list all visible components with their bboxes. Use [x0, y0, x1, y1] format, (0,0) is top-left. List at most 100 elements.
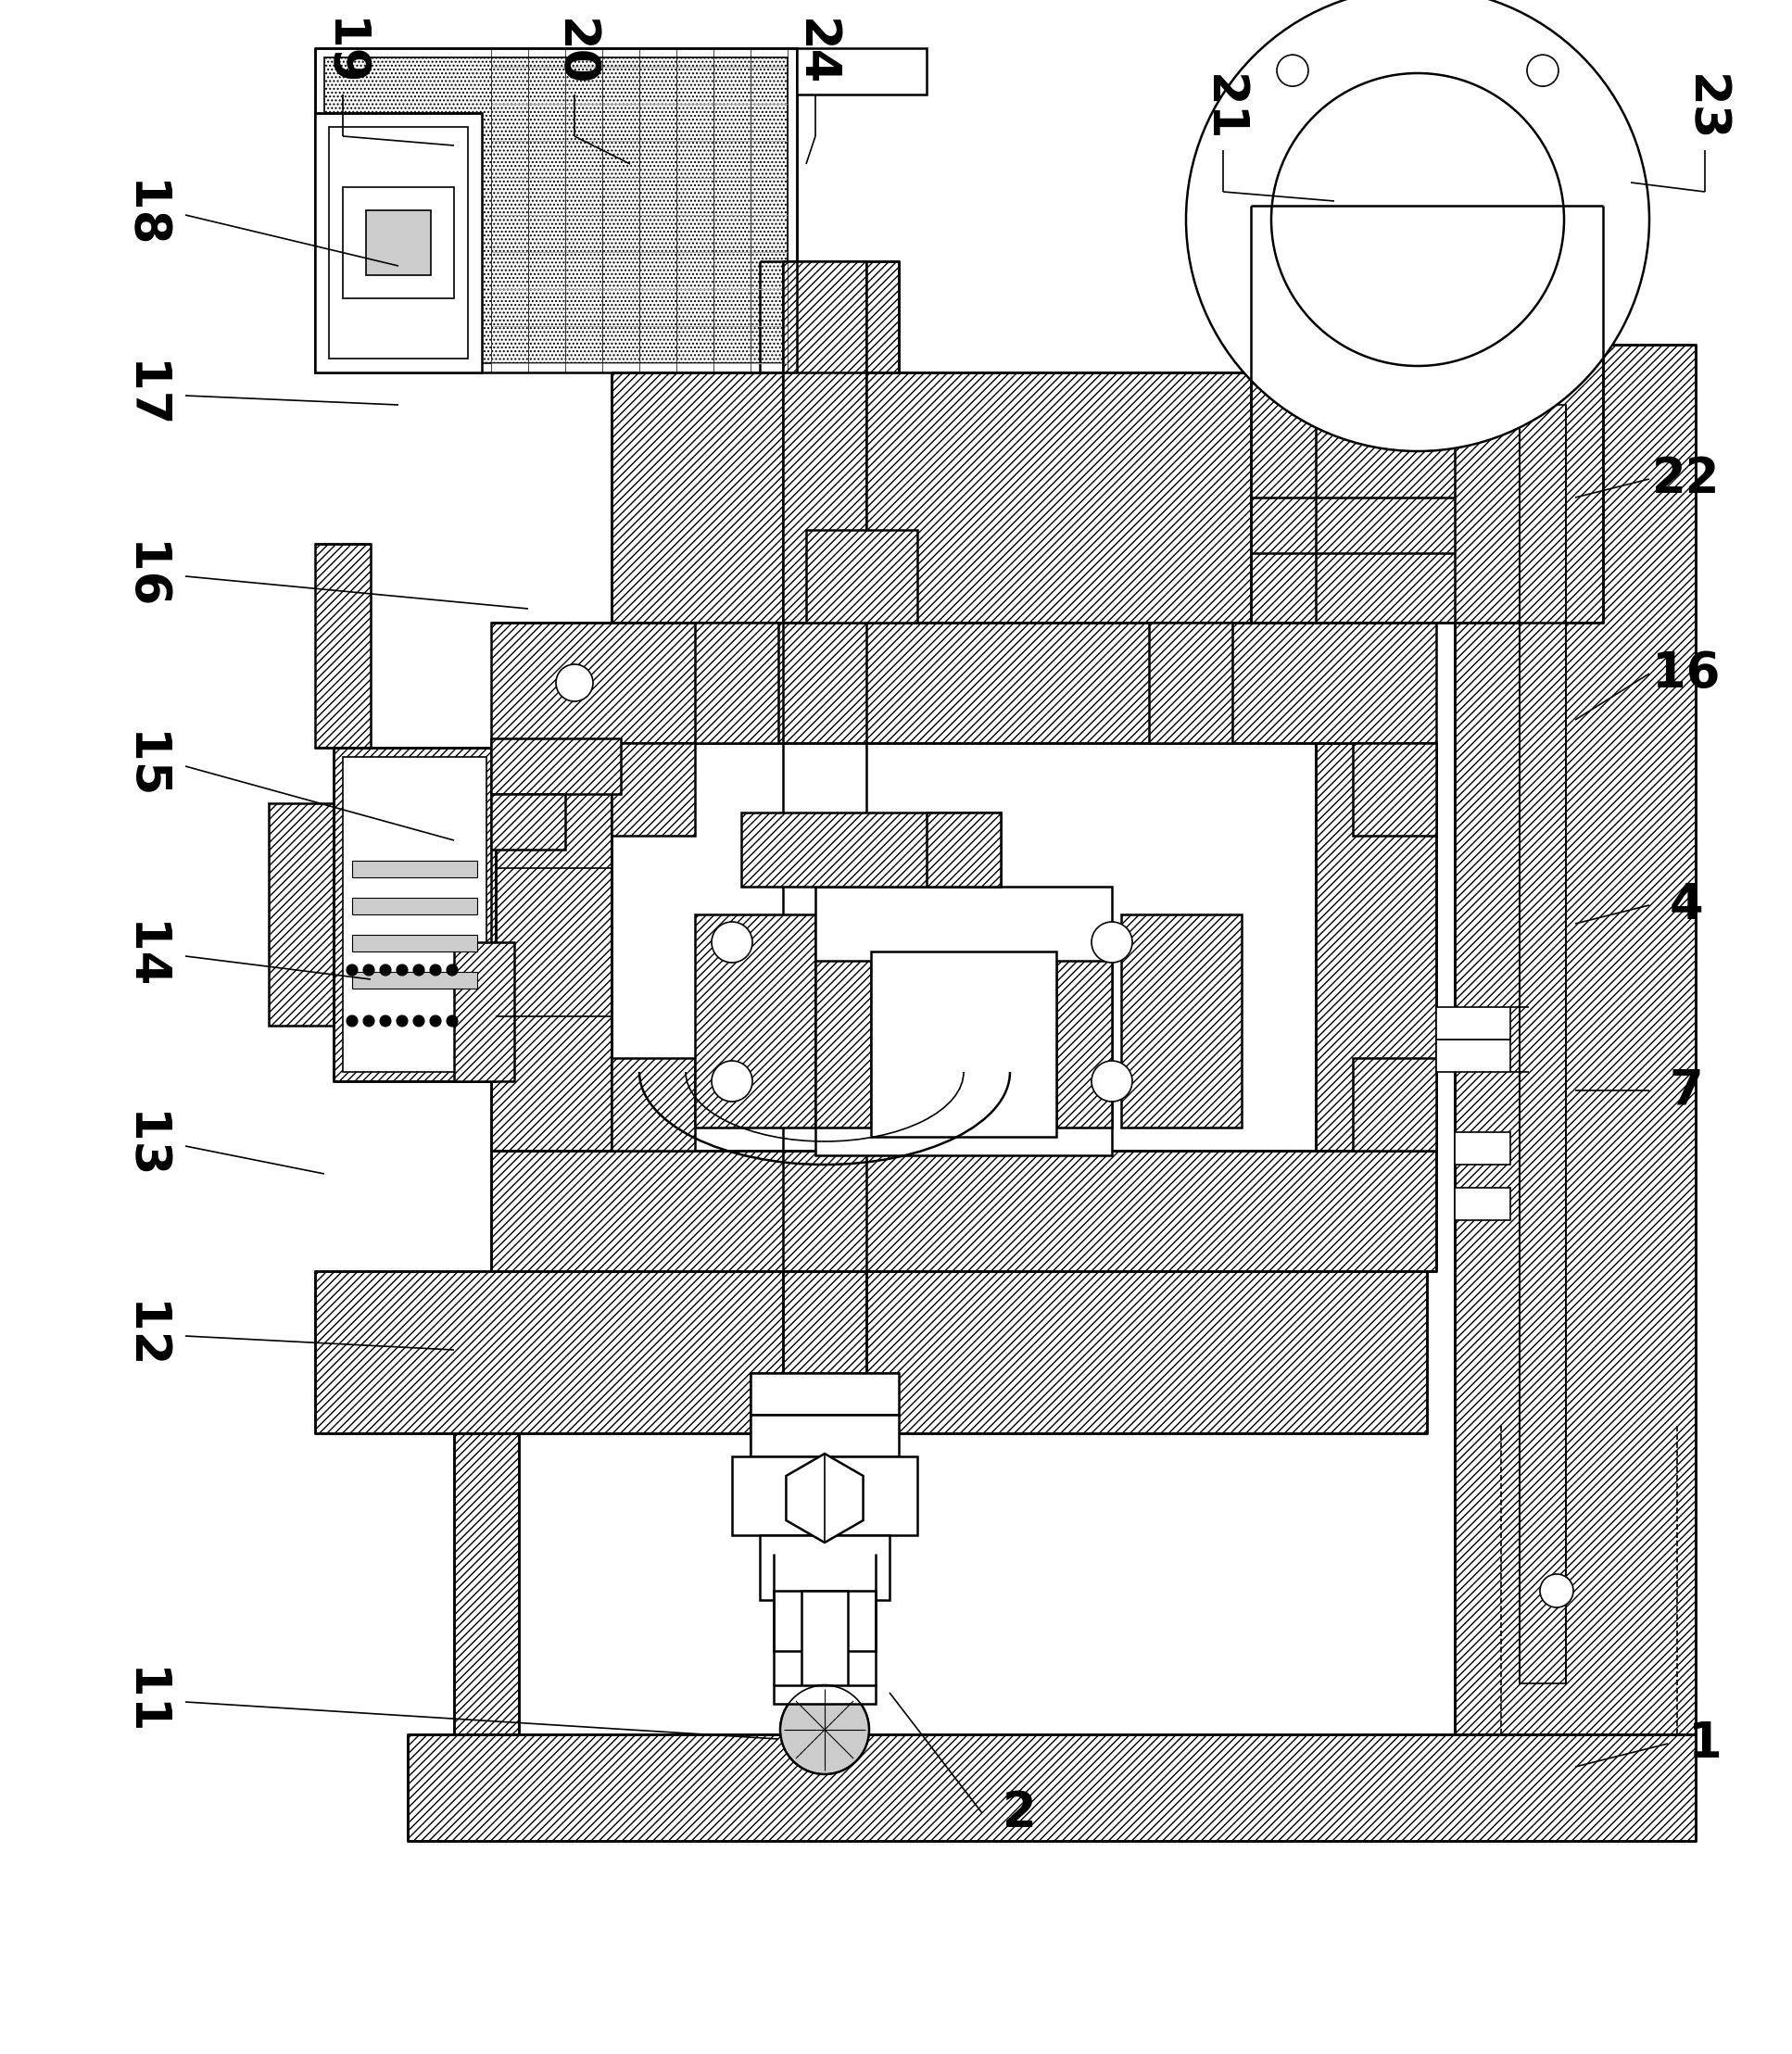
- Text: 11: 11: [120, 1668, 168, 1736]
- Bar: [695, 622, 778, 744]
- Bar: [611, 372, 1315, 622]
- Text: 7: 7: [1670, 1066, 1704, 1115]
- Circle shape: [380, 965, 391, 976]
- Circle shape: [346, 965, 358, 976]
- Bar: [760, 1534, 889, 1600]
- Bar: [315, 544, 371, 748]
- Bar: [1520, 405, 1566, 1684]
- Bar: [760, 261, 900, 372]
- Bar: [926, 813, 1000, 887]
- Circle shape: [396, 965, 409, 976]
- Text: 21: 21: [1199, 74, 1247, 142]
- Circle shape: [430, 965, 441, 976]
- Circle shape: [1186, 0, 1649, 452]
- Bar: [342, 187, 453, 298]
- Text: 2: 2: [1002, 1789, 1036, 1836]
- Text: 12: 12: [120, 1302, 168, 1370]
- Bar: [269, 803, 333, 1025]
- Bar: [453, 943, 514, 1080]
- Bar: [815, 887, 1111, 1154]
- Circle shape: [1091, 922, 1133, 963]
- Circle shape: [1278, 55, 1308, 86]
- Bar: [491, 737, 620, 795]
- Bar: [815, 961, 871, 1128]
- Bar: [751, 1415, 900, 1456]
- Circle shape: [711, 922, 753, 963]
- Bar: [1502, 1688, 1677, 1734]
- Bar: [342, 758, 486, 1072]
- Bar: [871, 951, 1055, 1136]
- Bar: [491, 622, 1435, 744]
- Bar: [1435, 1006, 1511, 1039]
- Circle shape: [1091, 1060, 1133, 1101]
- Circle shape: [1527, 55, 1559, 86]
- Bar: [491, 1150, 1435, 1271]
- Circle shape: [346, 1015, 358, 1027]
- Bar: [351, 898, 477, 914]
- Text: 23: 23: [1681, 74, 1729, 142]
- Bar: [1055, 961, 1111, 1128]
- Bar: [1455, 345, 1695, 1734]
- Text: 15: 15: [120, 731, 168, 801]
- Bar: [774, 1590, 876, 1651]
- Polygon shape: [787, 1454, 864, 1543]
- Bar: [774, 1684, 876, 1703]
- Bar: [1353, 744, 1435, 836]
- Bar: [797, 47, 926, 94]
- Circle shape: [396, 1015, 409, 1027]
- Bar: [1455, 1132, 1511, 1165]
- Bar: [806, 530, 918, 622]
- Bar: [333, 748, 496, 1080]
- Text: 14: 14: [120, 922, 168, 990]
- Text: 16: 16: [120, 542, 168, 610]
- Bar: [731, 1456, 918, 1534]
- Bar: [1251, 205, 1604, 622]
- Text: 19: 19: [319, 18, 367, 86]
- Circle shape: [414, 1015, 425, 1027]
- Circle shape: [414, 965, 425, 976]
- Bar: [315, 1271, 1426, 1434]
- Text: 1: 1: [1688, 1719, 1722, 1768]
- Bar: [315, 113, 482, 372]
- Bar: [1455, 1187, 1511, 1220]
- Bar: [783, 261, 866, 622]
- Text: 4: 4: [1670, 881, 1704, 928]
- Bar: [491, 744, 611, 1150]
- Text: 22: 22: [1652, 454, 1720, 503]
- Bar: [351, 972, 477, 988]
- Bar: [491, 795, 564, 850]
- Bar: [801, 1590, 848, 1703]
- Circle shape: [364, 1015, 375, 1027]
- Bar: [1122, 914, 1242, 1128]
- Bar: [1149, 622, 1233, 744]
- Bar: [1353, 1058, 1435, 1150]
- Circle shape: [780, 1684, 869, 1775]
- Bar: [611, 744, 695, 836]
- Text: 20: 20: [550, 18, 599, 86]
- Bar: [351, 861, 477, 877]
- Text: 18: 18: [120, 181, 168, 249]
- Circle shape: [1271, 74, 1564, 366]
- Circle shape: [446, 965, 457, 976]
- Circle shape: [556, 663, 593, 700]
- Bar: [366, 210, 430, 275]
- Bar: [751, 1415, 900, 1456]
- Text: 24: 24: [792, 18, 839, 86]
- Circle shape: [430, 1015, 441, 1027]
- Bar: [315, 47, 797, 372]
- Bar: [1315, 744, 1435, 1150]
- Bar: [611, 1058, 695, 1150]
- Bar: [324, 58, 788, 364]
- Bar: [453, 1434, 520, 1734]
- Text: 16: 16: [1652, 649, 1720, 698]
- Bar: [409, 1734, 1695, 1840]
- Circle shape: [380, 1015, 391, 1027]
- Bar: [751, 1372, 900, 1415]
- Bar: [742, 813, 1000, 887]
- Circle shape: [364, 965, 375, 976]
- Bar: [695, 914, 815, 1128]
- Bar: [351, 935, 477, 951]
- Circle shape: [711, 1060, 753, 1101]
- Text: 13: 13: [120, 1111, 168, 1181]
- Circle shape: [446, 1015, 457, 1027]
